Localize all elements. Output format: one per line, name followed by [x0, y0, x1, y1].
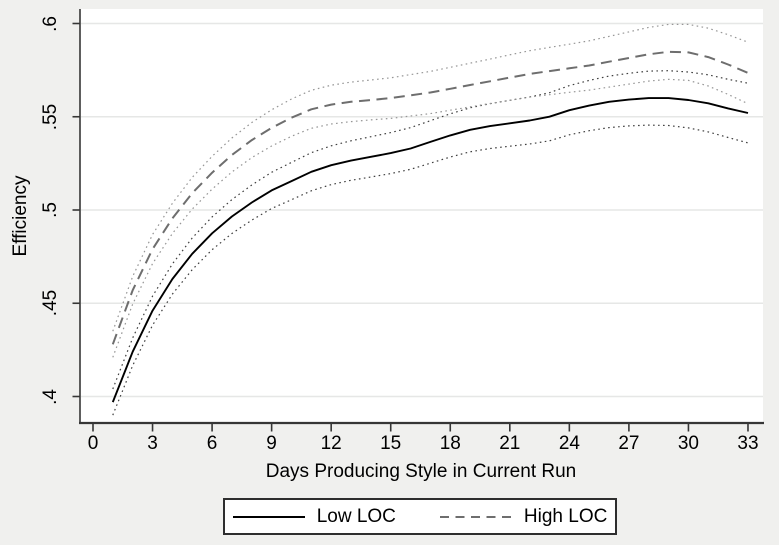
x-tick-label: 9 [266, 433, 277, 454]
x-tick-label: 27 [618, 433, 640, 454]
x-tick-label: 12 [320, 433, 342, 454]
legend-label-high-loc: High LOC [523, 505, 608, 527]
plot-region [80, 9, 763, 423]
y-tick-label: .55 [40, 103, 61, 130]
y-tick-label: .45 [40, 289, 61, 317]
y-tick-label: .4 [40, 388, 61, 405]
x-tick-label: 21 [499, 433, 521, 454]
x-tick-label: 15 [380, 433, 402, 454]
y-tick-label: .5 [40, 202, 61, 218]
ci-lower-high-loc [112, 78, 749, 358]
y-axis-title: Efficiency [10, 175, 31, 257]
x-tick-label: 24 [558, 433, 580, 454]
legend: Low LOC High LOC [223, 498, 617, 535]
x-tick-label: 3 [147, 433, 158, 454]
legend-line-sample-low-loc [232, 515, 305, 518]
series-line-low-loc [111, 97, 749, 403]
x-tick-label: 33 [737, 433, 759, 454]
series-line-high-loc [111, 50, 749, 345]
x-tick-label: 30 [677, 433, 699, 454]
y-tick-label: .6 [40, 15, 61, 32]
ci-upper-low-loc [112, 70, 749, 390]
x-tick-label: 0 [87, 433, 99, 454]
x-tick-label: 6 [206, 433, 218, 454]
x-tick-label: 18 [439, 433, 461, 454]
legend-label-low-loc: Low LOC [316, 505, 396, 527]
legend-line-sample-high-loc [439, 515, 512, 518]
x-axis-title: Days Producing Style in Current Run [265, 461, 577, 482]
